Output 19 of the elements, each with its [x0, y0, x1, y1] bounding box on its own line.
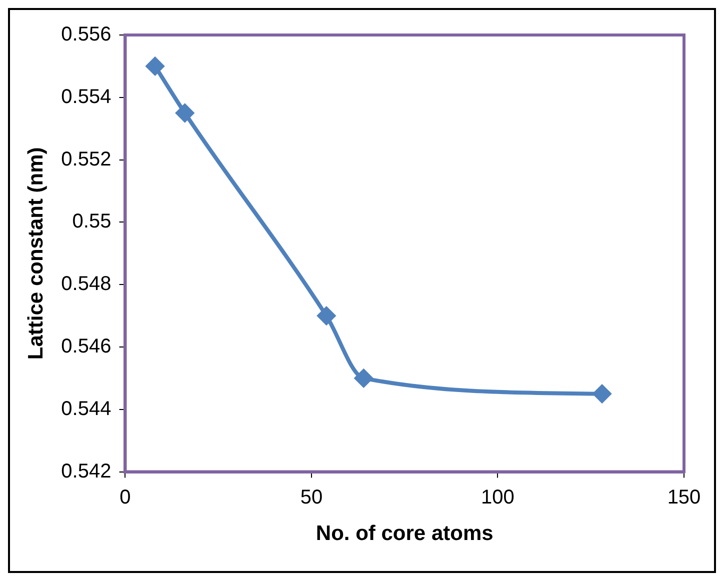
y-tick-label: 0.554: [61, 86, 112, 108]
y-tick-label: 0.548: [61, 273, 112, 296]
y-tick-label: 0.552: [61, 148, 112, 170]
y-tick-label: 0.542: [61, 460, 112, 482]
x-tick-label: 50: [300, 486, 323, 508]
x-tick-label: 150: [667, 486, 701, 508]
point: [354, 369, 373, 388]
point: [146, 57, 164, 76]
x-tick-label: 0: [120, 486, 131, 508]
y-tick-label: 0.556: [61, 24, 112, 46]
y-tick-label: 0.546: [61, 336, 112, 358]
point: [317, 306, 336, 325]
point: [176, 104, 194, 122]
y-tick-label: 0.55: [72, 210, 112, 233]
x-tick-label: 100: [481, 486, 514, 508]
point: [593, 384, 612, 403]
y-tick-label: 0.544: [61, 398, 112, 420]
x-axis-title: No. of core atoms: [316, 522, 494, 546]
y-axis-title: Lattice constant (nm): [24, 147, 48, 360]
